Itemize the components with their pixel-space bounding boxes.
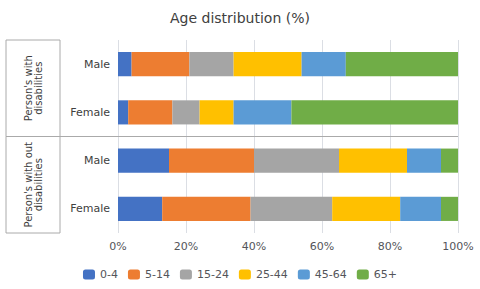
- svg-text:disabilities: disabilities: [33, 158, 44, 211]
- svg-text:0%: 0%: [109, 240, 126, 253]
- svg-text:5-14: 5-14: [145, 268, 170, 281]
- svg-text:0-4: 0-4: [100, 268, 118, 281]
- svg-text:60%: 60%: [310, 240, 334, 253]
- svg-text:Person's with: Person's with: [22, 55, 34, 122]
- svg-text:Female: Female: [70, 202, 110, 215]
- svg-text:Male: Male: [84, 154, 110, 167]
- svg-text:20%: 20%: [174, 240, 198, 253]
- svg-text:Male: Male: [84, 58, 110, 71]
- svg-text:Age distribution (%): Age distribution (%): [170, 10, 310, 26]
- svg-text:65+: 65+: [374, 268, 397, 281]
- svg-text:45-64: 45-64: [315, 268, 347, 281]
- svg-text:25-44: 25-44: [256, 268, 288, 281]
- svg-text:40%: 40%: [242, 240, 266, 253]
- svg-text:15-24: 15-24: [197, 268, 229, 281]
- svg-text:disabilities: disabilities: [33, 62, 44, 115]
- svg-text:Female: Female: [70, 106, 110, 119]
- svg-text:80%: 80%: [378, 240, 402, 253]
- svg-text:100%: 100%: [442, 240, 473, 253]
- svg-text:Person's with out: Person's with out: [22, 142, 34, 228]
